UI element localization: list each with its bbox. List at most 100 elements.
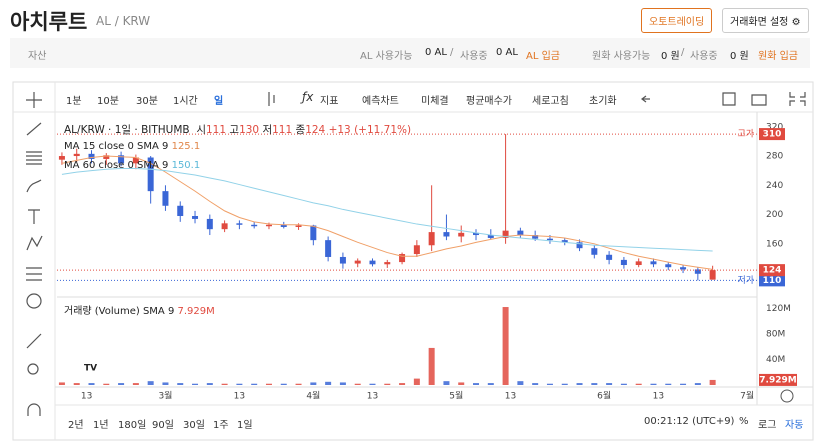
pattern-tool[interactable] (26, 235, 43, 251)
candle-body (325, 240, 332, 257)
krw-available-value: 0 원 (661, 51, 680, 62)
trendline-tool[interactable] (26, 122, 42, 136)
candle-body (265, 224, 272, 227)
range-button[interactable]: 90일 (152, 420, 174, 431)
volume-bar (354, 383, 361, 385)
interval-button[interactable]: 일 (214, 96, 224, 107)
high-box (759, 128, 785, 141)
volume-bar (73, 383, 80, 385)
indicator-button[interactable]: 지표 (320, 96, 339, 107)
range-button[interactable]: 180일 (118, 420, 147, 431)
crosshair-tool[interactable] (26, 92, 42, 108)
volume-bar (399, 383, 406, 385)
auto-trading-button[interactable]: 오토트레이딩 (641, 8, 713, 33)
coin-deposit[interactable]: AL 입금 (526, 51, 560, 62)
y-tick-label: 160 (766, 239, 783, 249)
volume-bar (635, 383, 642, 385)
x-tick-label: 4월 (306, 390, 320, 402)
low-label: 저가 (737, 275, 754, 286)
coin-available: AL 사용가능 (360, 51, 413, 62)
interval-button[interactable]: 30분 (136, 96, 158, 107)
ruler-tool[interactable] (26, 333, 42, 349)
volume-bar (325, 381, 332, 385)
range-button[interactable]: 2년 (68, 420, 84, 431)
ma60-legend: MA 60 close 0 SMA 9 150.1 (64, 160, 200, 171)
misc-icons[interactable] (268, 92, 650, 106)
candle-body (251, 224, 258, 227)
volume-box (759, 373, 797, 386)
settings-icon[interactable] (780, 389, 794, 403)
volume-bar (221, 383, 228, 385)
candle-body (576, 242, 583, 249)
interval-button[interactable]: 10분 (97, 96, 119, 107)
volume-bar (709, 379, 716, 385)
settings-button[interactable]: 거래화면 설정 ⚙ (722, 8, 809, 33)
toolbar-button[interactable]: 미체결 (421, 96, 449, 107)
range-button[interactable]: 1일 (237, 420, 253, 431)
ma-line (61, 155, 713, 270)
candle-body (162, 191, 169, 206)
candle-body (221, 223, 228, 230)
volume-bar (532, 383, 539, 385)
toolbar-button[interactable]: 초기화 (589, 96, 617, 107)
ma15-name: MA 15 close 0 SMA 9 (64, 141, 169, 152)
view-tools[interactable] (722, 92, 806, 106)
volume-legend: 거래량 (Volume) SMA 9 7.929M (64, 302, 215, 317)
emoji-tool[interactable] (26, 293, 42, 309)
krw-deposit[interactable]: 원화 입금 (758, 51, 798, 62)
text-tool[interactable] (28, 209, 40, 224)
slash: / (681, 47, 685, 58)
candle-body (650, 261, 657, 265)
volume-bar (473, 383, 480, 385)
candle-body (295, 225, 302, 227)
candle-body (280, 224, 287, 227)
interval-button[interactable]: 1분 (66, 96, 82, 107)
volume-bar (88, 383, 95, 385)
candle-body (73, 153, 80, 157)
candle-body (709, 270, 716, 280)
volume-bar (650, 383, 657, 385)
candle-body (473, 232, 480, 236)
range-button[interactable]: 1주 (213, 420, 229, 431)
volume-bar (517, 381, 524, 385)
volume-bar (591, 383, 598, 385)
candle-body (694, 269, 701, 274)
volume-bar (251, 383, 258, 385)
candle-body (502, 230, 509, 238)
symbol: AL/KRW · 1일 · BITHUMB (64, 124, 190, 136)
candle-body (443, 232, 450, 237)
brush-tool[interactable] (26, 179, 42, 193)
legend-line: AL/KRW · 1일 · BITHUMB 시111 고130 저111 종12… (64, 122, 411, 137)
prediction-tool[interactable] (26, 267, 42, 281)
range-button[interactable]: 1년 (93, 420, 109, 431)
change: +13 (+11.71%) (328, 124, 412, 136)
fib-tool[interactable] (26, 151, 42, 165)
toolbar-button[interactable]: 세로고침 (532, 96, 569, 107)
toolbar-button[interactable]: 예측차트 (362, 96, 399, 107)
candle-body (118, 155, 125, 164)
log-toggle[interactable]: 로그 (758, 420, 777, 431)
auto-toggle[interactable]: 자동 (785, 420, 804, 431)
percent-toggle[interactable]: % (739, 416, 749, 427)
candle-body (369, 260, 376, 265)
volume-bar (680, 383, 687, 385)
toolbar-button[interactable]: 평균매수가 (466, 96, 512, 107)
interval-button[interactable]: 1시간 (173, 96, 198, 107)
range-button[interactable]: 30일 (183, 420, 205, 431)
magnet-tool[interactable] (27, 403, 41, 416)
volume-bar (620, 383, 627, 385)
candle-body (413, 245, 420, 255)
volume-bar (665, 383, 672, 385)
x-tick-label: 7월 (740, 390, 754, 402)
volume-bar (443, 381, 450, 385)
drawing-tools[interactable] (26, 92, 806, 416)
volume-bar (162, 382, 169, 385)
volume-bar (280, 383, 287, 385)
zoom-tool[interactable] (27, 363, 39, 375)
asset-bar: 자산 AL 사용가능 0 AL / 사용중 0 AL AL 입금 원화 사용가능… (10, 38, 810, 68)
x-tick-label: 5월 (449, 390, 463, 402)
close-label: 종 (295, 124, 306, 136)
candle-body (354, 260, 361, 264)
open-value: 111 (206, 124, 227, 136)
